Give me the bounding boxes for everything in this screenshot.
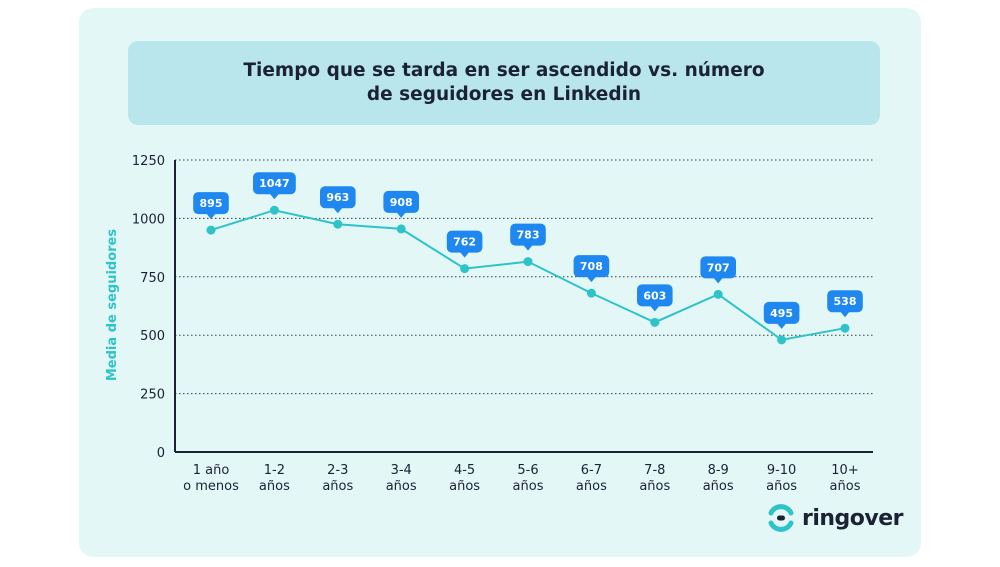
x-tick-label: 5-6 años xyxy=(513,463,544,494)
data-point xyxy=(650,317,660,327)
x-tick-label-line: 3-4 xyxy=(391,463,412,478)
data-label: 603 xyxy=(643,289,666,302)
data-label-pointer xyxy=(269,193,280,200)
x-tick-label: 1 año o menos xyxy=(183,463,239,494)
data-point xyxy=(840,323,850,333)
data-label-pointer xyxy=(523,244,533,251)
data-label: 1047 xyxy=(259,177,290,190)
data-label-pointer xyxy=(206,213,216,220)
data-label-badge xyxy=(637,284,673,307)
data-label: 538 xyxy=(834,295,857,308)
x-tick-label: 1-2 años xyxy=(259,463,290,494)
data-label-pointer xyxy=(459,251,470,258)
data-label-badge xyxy=(253,172,296,195)
data-point xyxy=(777,335,787,345)
x-tick-label-line: 7-8 xyxy=(644,463,665,478)
ringover-logo: ringover xyxy=(766,502,904,534)
x-tick-label-line: o menos xyxy=(183,479,239,494)
ringover-logo-icon xyxy=(768,504,794,532)
x-tick-label-line: 1 año xyxy=(193,463,230,478)
data-label: 708 xyxy=(580,260,603,273)
x-tick-label-line: 10+ xyxy=(831,463,858,478)
x-tick-label-line: años xyxy=(386,479,417,494)
x-tick-label: 4-5 años xyxy=(449,463,480,494)
data-point xyxy=(206,225,216,235)
x-tick-label-line: años xyxy=(830,479,861,494)
x-tick-label-line: años xyxy=(322,479,353,494)
y-tick-label: 0 xyxy=(157,446,165,461)
data-label-pointer xyxy=(332,207,343,214)
data-label: 707 xyxy=(707,261,730,274)
x-tick-label-line: 2-3 xyxy=(327,463,348,478)
data-label-pointer xyxy=(840,311,850,318)
data-label-pointer xyxy=(586,276,597,283)
x-tick-label: 10+ años xyxy=(830,463,861,494)
data-label: 762 xyxy=(453,236,476,249)
data-label: 908 xyxy=(390,196,413,209)
data-point xyxy=(460,264,470,274)
data-label-badge xyxy=(763,301,800,324)
data-point xyxy=(333,219,343,229)
data-point xyxy=(713,289,723,299)
data-label-badge xyxy=(573,255,610,278)
x-tick-label: 9-10 años xyxy=(766,463,797,494)
x-tick-label: 8-9 años xyxy=(703,463,734,494)
data-point xyxy=(269,205,279,215)
data-label-pointer xyxy=(776,322,787,329)
x-tick-label-line: años xyxy=(576,479,607,494)
data-point xyxy=(523,257,533,267)
data-label-pointer xyxy=(396,211,407,218)
x-tick-label: 2-3 años xyxy=(322,463,353,494)
data-label: 495 xyxy=(770,307,793,320)
y-tick-label: 250 xyxy=(140,388,165,403)
x-tick-label-line: 8-9 xyxy=(708,463,729,478)
data-label-badge xyxy=(320,186,356,209)
x-tick-label-line: años xyxy=(703,479,734,494)
data-label-badge xyxy=(700,256,736,279)
y-tick-label: 1250 xyxy=(132,154,165,169)
x-tick-label-line: años xyxy=(766,479,797,494)
x-tick-label-line: 1-2 xyxy=(264,463,285,478)
x-tick-label: 7-8 años xyxy=(639,463,670,494)
data-label-badge xyxy=(510,223,546,246)
x-tick-label: 6-7 años xyxy=(576,463,607,494)
y-tick-label: 1000 xyxy=(132,212,165,227)
x-tick-label-line: 5-6 xyxy=(517,463,538,478)
data-label-badge xyxy=(383,190,419,213)
x-tick-label-line: años xyxy=(513,479,544,494)
x-tick-label: 3-4 años xyxy=(386,463,417,494)
data-point xyxy=(586,288,596,298)
data-label-badge xyxy=(193,192,229,215)
brand-name: ringover xyxy=(802,505,904,531)
x-tick-label-line: años xyxy=(639,479,670,494)
chart-title-box: Tiempo que se tarda en ser ascendido vs.… xyxy=(128,41,880,125)
data-label: 963 xyxy=(326,191,349,204)
x-tick-label-line: 6-7 xyxy=(581,463,602,478)
x-tick-label-line: 4-5 xyxy=(454,463,475,478)
y-tick-label: 500 xyxy=(140,329,165,344)
x-tick-label-line: años xyxy=(449,479,480,494)
y-axis-label: Media de seguidores xyxy=(105,229,120,381)
data-point xyxy=(396,224,406,234)
data-label-badge xyxy=(827,290,863,313)
chart-title-line-1: Tiempo que se tarda en ser ascendido vs.… xyxy=(243,60,765,81)
y-tick-label: 750 xyxy=(140,271,165,286)
data-label-pointer xyxy=(649,305,660,312)
chart-title-line-2: de seguidores en Linkedin xyxy=(366,84,642,105)
x-tick-label-line: 9-10 xyxy=(767,463,797,478)
data-label: 895 xyxy=(200,197,223,210)
x-tick-label-line: años xyxy=(259,479,290,494)
data-label-pointer xyxy=(713,277,724,284)
data-label-badge xyxy=(446,230,483,253)
data-label: 783 xyxy=(517,229,540,242)
